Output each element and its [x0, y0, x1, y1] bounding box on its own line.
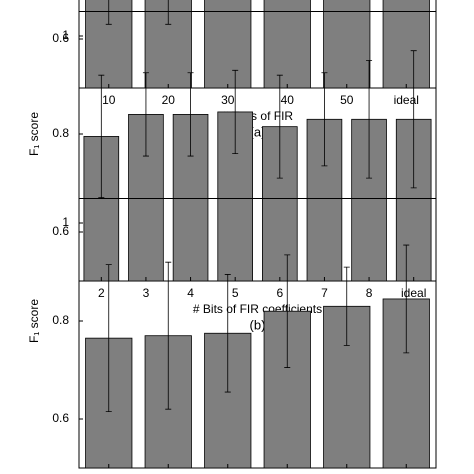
x-tick-label: 6 — [276, 286, 283, 300]
error-bar — [410, 50, 417, 189]
error-bar — [98, 74, 105, 199]
axes-box — [78, 11, 437, 282]
error-bar — [142, 72, 149, 157]
error-bar — [276, 74, 283, 179]
y-axis-label: F₁ score — [27, 112, 41, 156]
y-tick-label: 0.8 — [52, 126, 69, 140]
error-bar — [403, 244, 410, 354]
x-tick-label: 7 — [321, 286, 328, 300]
error-bar — [105, 264, 112, 413]
x-tick-label: 8 — [366, 286, 373, 300]
x-tick-label: 30 — [221, 93, 235, 107]
axes-box — [78, 198, 437, 469]
error-bar — [321, 72, 328, 167]
error-bar — [232, 69, 239, 154]
y-tick-label: 0.6 — [52, 224, 69, 238]
y-tick-label: 1 — [62, 28, 69, 42]
bar — [382, 0, 430, 89]
axes-box — [78, 0, 437, 89]
x-tick-label: 5 — [232, 286, 239, 300]
x-tick-label: ideal — [394, 93, 419, 107]
bar — [263, 0, 311, 89]
y-tick-label: 0.6 — [52, 31, 69, 45]
error-bar — [187, 72, 194, 157]
x-tick-label: 20 — [162, 93, 176, 107]
x-tick-label: 40 — [281, 93, 295, 107]
panel-caption: (a) — [250, 124, 266, 139]
error-bar — [366, 60, 373, 179]
x-tick-label: 4 — [187, 286, 194, 300]
error-bar — [165, 261, 172, 410]
panel-caption: (b) — [250, 317, 266, 332]
x-tick-label: 10 — [102, 93, 116, 107]
error-bar — [105, 0, 112, 25]
error-bar — [343, 266, 350, 346]
bar — [323, 0, 371, 89]
x-tick-label: 50 — [340, 93, 354, 107]
y-tick-label: 0.8 — [52, 313, 69, 327]
error-bar — [284, 254, 291, 368]
error-bar — [165, 0, 172, 25]
y-axis-label: F₁ score — [27, 299, 41, 343]
x-tick-label: 3 — [143, 286, 150, 300]
error-bar — [224, 274, 231, 393]
x-tick-label: ideal — [401, 286, 426, 300]
y-tick-label: 0.6 — [52, 411, 69, 425]
bar — [204, 0, 252, 89]
y-tick-label: 1 — [62, 215, 69, 229]
x-tick-label: 2 — [98, 286, 105, 300]
